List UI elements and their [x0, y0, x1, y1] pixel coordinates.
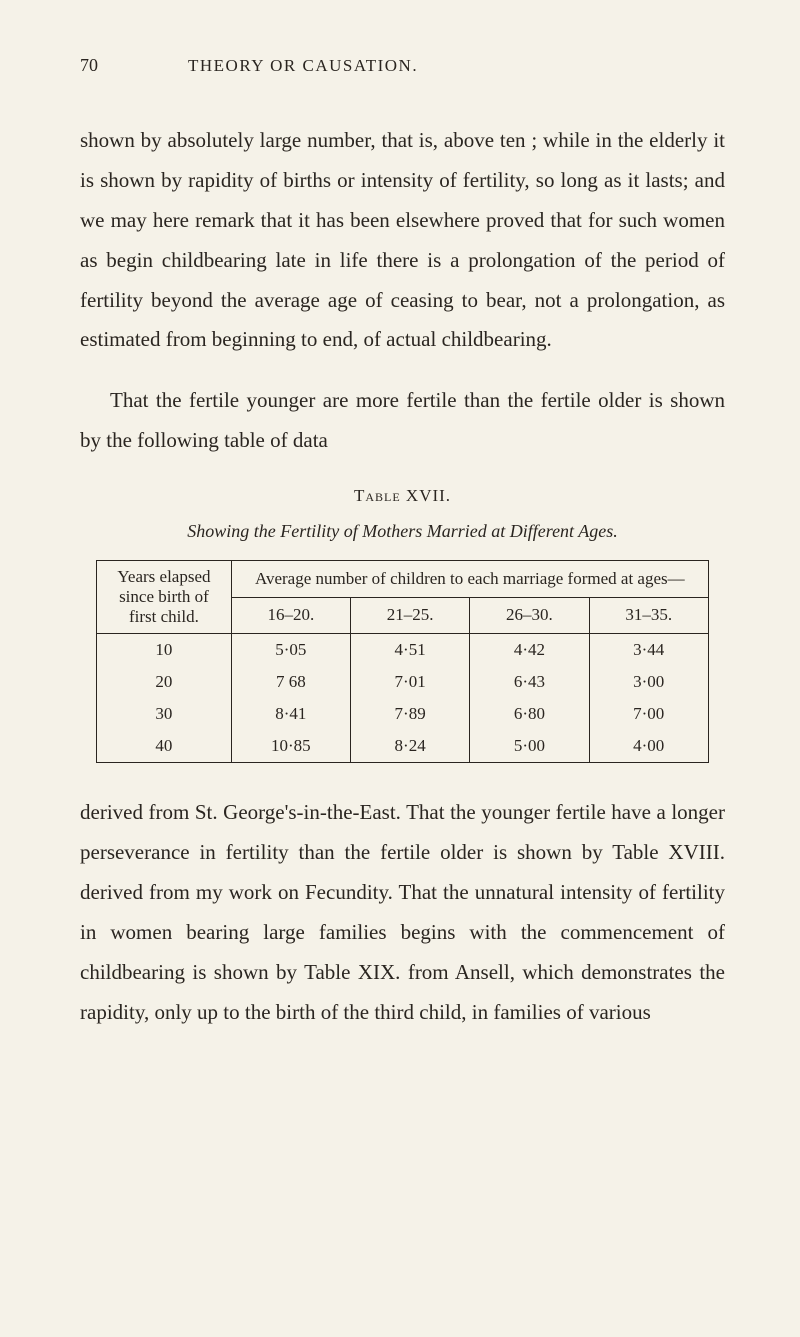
col-header: 31–35.: [589, 597, 708, 634]
table-label: Table XVII.: [80, 486, 725, 506]
data-cell: 8·41: [231, 698, 350, 730]
page-number: 70: [80, 55, 98, 76]
col-header: 21–25.: [350, 597, 469, 634]
data-cell: 7·89: [350, 698, 469, 730]
data-cell: 3·00: [589, 666, 708, 698]
data-cell: 3·44: [589, 634, 708, 667]
data-cell: 7 68: [231, 666, 350, 698]
data-cell: 4·51: [350, 634, 469, 667]
col-header: 26–30.: [470, 597, 589, 634]
data-cell: 5·00: [470, 730, 589, 763]
data-cell: 7·01: [350, 666, 469, 698]
stub-cell: 40: [97, 730, 232, 763]
data-cell: 7·00: [589, 698, 708, 730]
span-header: Average number of children to each marri…: [231, 561, 708, 598]
data-table: Years elapsed since birth of first child…: [96, 560, 709, 763]
data-cell: 4·42: [470, 634, 589, 667]
paragraph-1: shown by absolutely large number, that i…: [80, 121, 725, 360]
stub-cell: 20: [97, 666, 232, 698]
running-title: THEORY OR CAUSATION.: [188, 56, 418, 76]
table-caption: Showing the Fertility of Mothers Married…: [80, 521, 725, 542]
data-cell: 8·24: [350, 730, 469, 763]
data-cell: 10·85: [231, 730, 350, 763]
paragraph-3: derived from St. George's-in-the-East. T…: [80, 793, 725, 1032]
page-header: 70 THEORY OR CAUSATION.: [80, 55, 725, 76]
data-cell: 4·00: [589, 730, 708, 763]
col-header: 16–20.: [231, 597, 350, 634]
stub-header: Years elapsed since birth of first child…: [97, 561, 232, 634]
paragraph-2: That the fertile younger are more fertil…: [80, 381, 725, 461]
data-cell: 6·43: [470, 666, 589, 698]
stub-cell: 10: [97, 634, 232, 667]
data-cell: 6·80: [470, 698, 589, 730]
stub-cell: 30: [97, 698, 232, 730]
data-cell: 5·05: [231, 634, 350, 667]
